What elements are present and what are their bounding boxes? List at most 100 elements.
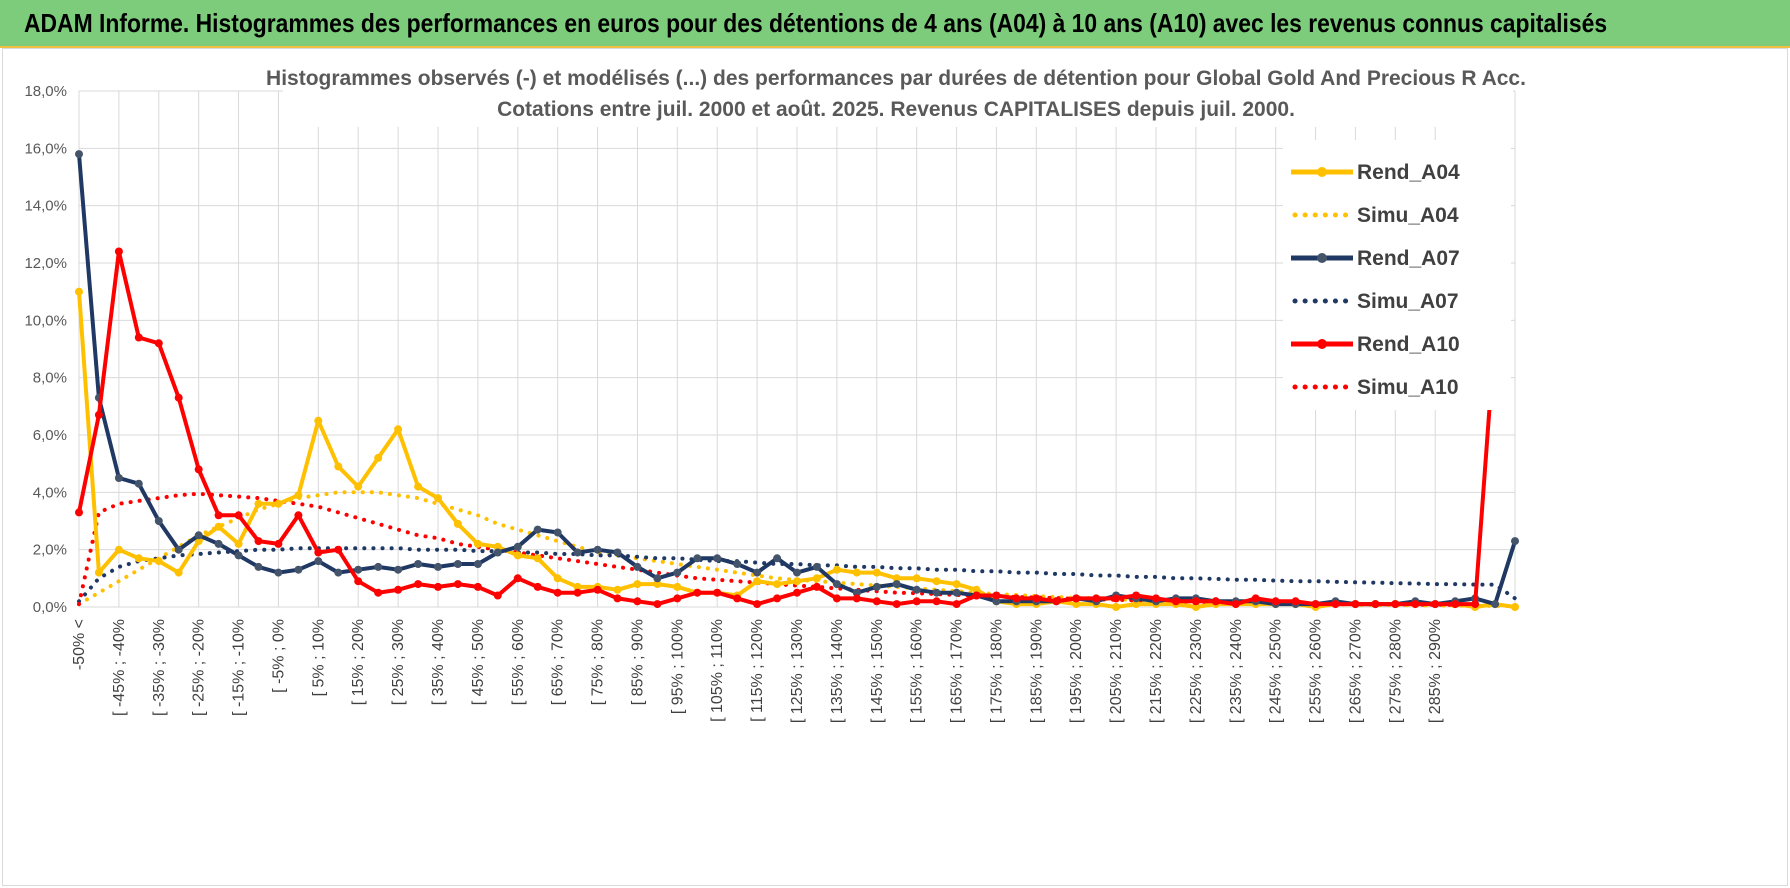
data-point bbox=[174, 393, 183, 402]
data-point bbox=[713, 588, 722, 597]
data-point bbox=[434, 494, 442, 503]
data-point bbox=[832, 594, 841, 603]
data-point bbox=[793, 577, 801, 586]
data-point bbox=[593, 545, 602, 554]
data-point bbox=[972, 591, 981, 600]
data-point bbox=[892, 574, 901, 583]
data-point bbox=[1171, 597, 1180, 606]
data-point bbox=[94, 568, 103, 577]
data-point bbox=[114, 474, 123, 482]
x-tick-label: [ 275% ; 280% bbox=[1387, 619, 1404, 723]
data-point bbox=[673, 582, 682, 591]
data-point bbox=[1471, 600, 1480, 609]
data-point bbox=[773, 580, 782, 589]
data-point bbox=[1351, 600, 1360, 609]
data-point bbox=[753, 577, 762, 586]
data-point bbox=[274, 568, 283, 577]
x-tick-label: [ 45% ; 50% bbox=[470, 619, 487, 705]
legend-item: Simu_A10 bbox=[1292, 376, 1459, 399]
data-point bbox=[354, 482, 363, 491]
x-tick-label: [ -15% ; -10% bbox=[231, 619, 248, 716]
data-point bbox=[75, 150, 83, 159]
data-point bbox=[414, 482, 423, 491]
legend-item: Rend_A04 bbox=[1291, 161, 1460, 184]
data-point bbox=[573, 548, 582, 557]
legend-label: Rend_A07 bbox=[1357, 247, 1460, 270]
data-point bbox=[513, 542, 522, 551]
series-line bbox=[77, 249, 1498, 607]
data-point bbox=[593, 585, 602, 594]
data-point bbox=[1112, 594, 1121, 603]
data-point bbox=[952, 580, 961, 589]
data-point bbox=[394, 425, 403, 434]
data-point bbox=[234, 511, 243, 520]
chart-title: Histogrammes observés (-) et modélisés (… bbox=[266, 57, 1526, 127]
x-tick-label: [ 85% ; 90% bbox=[629, 619, 646, 705]
data-point bbox=[1012, 594, 1021, 603]
data-point bbox=[513, 551, 522, 560]
data-point bbox=[1052, 597, 1061, 606]
data-point bbox=[653, 574, 662, 583]
data-point bbox=[1271, 597, 1280, 606]
x-tick-label: [ -35% ; -30% bbox=[151, 619, 168, 716]
data-point bbox=[374, 588, 383, 597]
data-point bbox=[1331, 600, 1340, 609]
data-point bbox=[832, 565, 841, 574]
data-point bbox=[1132, 600, 1141, 609]
legend-marker bbox=[1317, 253, 1327, 263]
data-point bbox=[1132, 591, 1141, 600]
data-point bbox=[75, 508, 83, 517]
x-tick-label: [ -45% ; -40% bbox=[111, 619, 128, 716]
chart-title-line-2: Cotations entre juil. 2000 et août. 2025… bbox=[497, 98, 1295, 121]
data-point bbox=[334, 462, 343, 471]
data-point bbox=[114, 545, 123, 554]
data-point bbox=[294, 511, 303, 520]
y-tick-label: 8,0% bbox=[33, 370, 67, 387]
data-point bbox=[713, 554, 722, 563]
data-point bbox=[932, 597, 941, 606]
data-point bbox=[513, 574, 522, 583]
data-point bbox=[733, 560, 742, 568]
x-tick-label: [ 185% ; 190% bbox=[1028, 619, 1045, 723]
legend-item: Simu_A07 bbox=[1292, 290, 1459, 313]
data-point bbox=[453, 560, 462, 568]
data-point bbox=[912, 585, 921, 594]
x-tick-label: [ 105% ; 110% bbox=[709, 619, 726, 722]
data-point bbox=[1211, 597, 1220, 606]
legend-label: Simu_A07 bbox=[1357, 290, 1459, 313]
y-tick-label: 0,0% bbox=[33, 599, 67, 616]
data-point bbox=[1072, 594, 1081, 603]
data-point bbox=[952, 588, 961, 597]
x-tick-label: [ 225% ; 230% bbox=[1188, 619, 1205, 723]
x-tick-label: [ 15% ; 20% bbox=[350, 619, 367, 705]
y-tick-label: 16,0% bbox=[24, 140, 67, 157]
data-point bbox=[673, 568, 682, 577]
data-point bbox=[314, 557, 323, 566]
data-point bbox=[932, 588, 941, 597]
data-point bbox=[773, 594, 782, 603]
data-point bbox=[1191, 603, 1200, 611]
chart-area: 0,0% 2,0% 4,0% 6,0% 8,0% 10,0% 12,0% 14,0% 16,0%… bbox=[2, 48, 1788, 886]
data-point bbox=[334, 545, 343, 554]
data-point bbox=[753, 568, 762, 577]
x-tick-label: [ 215% ; 220% bbox=[1148, 619, 1165, 723]
y-axis-ticks: 0,0% 2,0% 4,0% 6,0% 8,0% 10,0% 12,0% 14,0% 16,0%… bbox=[24, 83, 67, 616]
data-point bbox=[254, 499, 263, 508]
x-tick-label: [ 205% ; 210% bbox=[1108, 619, 1125, 723]
x-tick-label: -50% < bbox=[71, 619, 88, 670]
data-point bbox=[1391, 600, 1400, 609]
data-point bbox=[294, 491, 303, 500]
legend-label: Rend_A04 bbox=[1357, 161, 1460, 184]
report-header: ADAM Informe. Histogrammes des performan… bbox=[0, 0, 1790, 48]
data-point bbox=[1511, 537, 1519, 546]
data-point bbox=[94, 410, 103, 419]
data-point bbox=[174, 568, 183, 577]
x-tick-label: [ 35% ; 40% bbox=[430, 619, 447, 705]
y-tick-label: 4,0% bbox=[33, 484, 67, 501]
y-tick-label: 12,0% bbox=[24, 255, 67, 272]
x-tick-label: [ 285% ; 290% bbox=[1427, 619, 1444, 723]
data-point bbox=[214, 522, 223, 531]
data-point bbox=[134, 554, 143, 563]
x-tick-label: [ 195% ; 200% bbox=[1068, 619, 1085, 723]
